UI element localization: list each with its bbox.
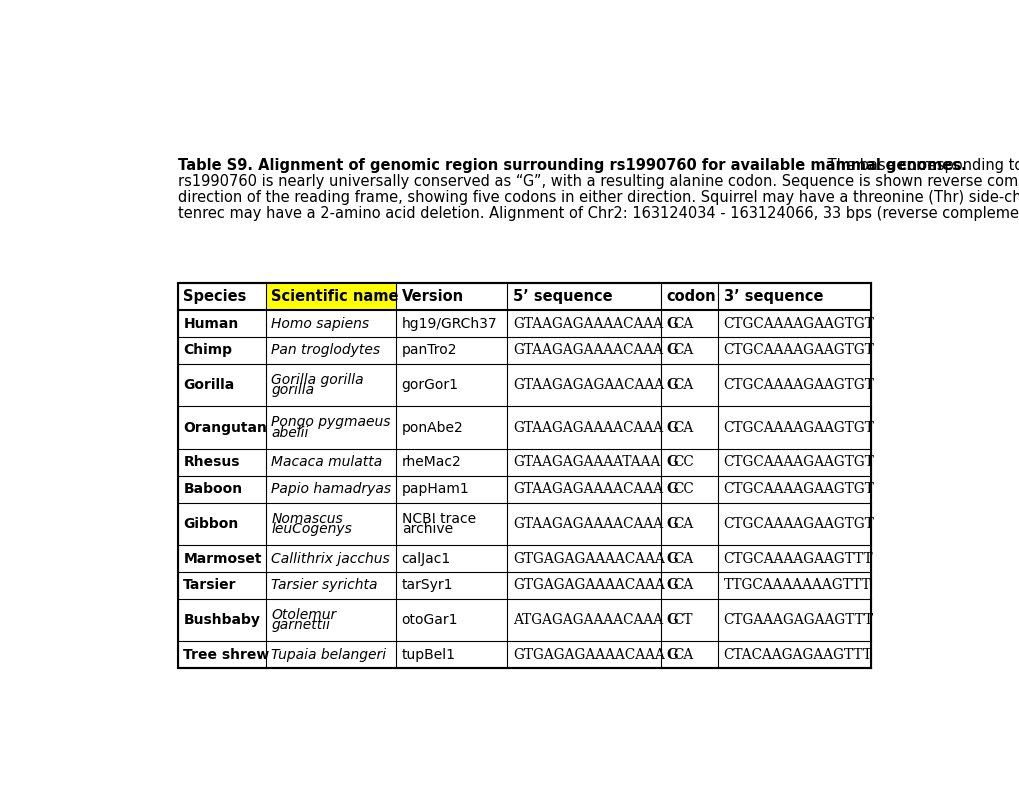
Text: CA: CA — [673, 421, 693, 435]
Text: gorilla: gorilla — [271, 384, 314, 397]
Text: ATGAGAGAAAACAAA: ATGAGAGAAAACAAA — [513, 613, 662, 627]
Text: G: G — [665, 421, 678, 435]
Text: tupBel1: tupBel1 — [401, 648, 455, 662]
Text: Scientific name: Scientific name — [271, 289, 398, 304]
Text: Homo sapiens: Homo sapiens — [271, 317, 369, 330]
Text: Species: Species — [183, 289, 247, 304]
Text: rheMac2: rheMac2 — [401, 455, 461, 470]
Text: CC: CC — [673, 482, 693, 496]
Text: CA: CA — [673, 517, 693, 531]
Text: CA: CA — [673, 317, 693, 330]
Text: direction of the reading frame, showing five codons in either direction. Squirre: direction of the reading frame, showing … — [177, 190, 1019, 205]
Text: GTGAGAGAAAACAAA: GTGAGAGAAAACAAA — [513, 552, 664, 566]
Text: GTAAGAGAAAATAAA: GTAAGAGAAAATAAA — [513, 455, 659, 470]
Text: hg19/GRCh37: hg19/GRCh37 — [401, 317, 497, 330]
Text: leuCogenys: leuCogenys — [271, 522, 352, 536]
Text: CTGCAAAAGAAGTGT: CTGCAAAAGAAGTGT — [722, 421, 873, 435]
Text: Tupaia belangeri: Tupaia belangeri — [271, 648, 386, 662]
Text: G: G — [665, 552, 678, 566]
Text: Nomascus: Nomascus — [271, 511, 342, 526]
Text: 5’ sequence: 5’ sequence — [513, 289, 611, 304]
Text: G: G — [665, 517, 678, 531]
Text: garnettii: garnettii — [271, 619, 330, 633]
Text: Tree shrew: Tree shrew — [183, 648, 269, 662]
Text: CA: CA — [673, 578, 693, 593]
Text: CTGCAAAAGAAGTTT: CTGCAAAAGAAGTTT — [722, 552, 872, 566]
Text: papHam1: papHam1 — [401, 482, 469, 496]
Text: Bushbaby: Bushbaby — [183, 613, 260, 627]
Text: calJac1: calJac1 — [401, 552, 450, 566]
Text: Human: Human — [183, 317, 238, 330]
Text: ponAbe2: ponAbe2 — [401, 421, 463, 435]
Text: CTGCAAAAGAAGTGT: CTGCAAAAGAAGTGT — [722, 517, 873, 531]
Text: CTGCAAAAGAAGTGT: CTGCAAAAGAAGTGT — [722, 344, 873, 358]
Text: archive: archive — [401, 522, 452, 536]
Text: abelii: abelii — [271, 426, 309, 440]
Text: NCBI trace: NCBI trace — [401, 511, 476, 526]
Text: Version: Version — [401, 289, 464, 304]
Text: G: G — [665, 344, 678, 358]
Text: GTGAGAGAAAACAAA: GTGAGAGAAAACAAA — [513, 578, 664, 593]
Text: The base corresponding to: The base corresponding to — [822, 158, 1019, 173]
Text: GTAAGAGAAAACAAA: GTAAGAGAAAACAAA — [513, 344, 662, 358]
Text: panTro2: panTro2 — [401, 344, 457, 358]
Text: CC: CC — [673, 455, 693, 470]
Text: codon: codon — [665, 289, 715, 304]
Text: Gorilla: Gorilla — [183, 378, 234, 392]
Text: Table S9. Alignment of genomic region surrounding rs1990760 for available mammal: Table S9. Alignment of genomic region su… — [177, 158, 966, 173]
Text: GTGAGAGAAAACAAA: GTGAGAGAAAACAAA — [513, 648, 664, 662]
Text: Macaca mulatta: Macaca mulatta — [271, 455, 382, 470]
Text: Marmoset: Marmoset — [183, 552, 262, 566]
Text: tarSyr1: tarSyr1 — [401, 578, 452, 593]
Text: rs1990760 is nearly universally conserved as “G”, with a resulting alanine codon: rs1990760 is nearly universally conserve… — [177, 174, 1019, 189]
Text: CT: CT — [673, 613, 692, 627]
Text: Baboon: Baboon — [183, 482, 243, 496]
Text: CTGCAAAAGAAGTGT: CTGCAAAAGAAGTGT — [722, 455, 873, 470]
Text: GTAAGAGAAAACAAA: GTAAGAGAAAACAAA — [513, 421, 662, 435]
Text: Orangutan: Orangutan — [183, 421, 267, 435]
Bar — [266, 283, 396, 310]
Text: CTGCAAAAGAAGTGT: CTGCAAAAGAAGTGT — [722, 378, 873, 392]
Text: CA: CA — [673, 552, 693, 566]
Text: G: G — [665, 648, 678, 662]
Text: GTAAGAGAAAACAAA: GTAAGAGAAAACAAA — [513, 482, 662, 496]
Text: Tarsier syrichta: Tarsier syrichta — [271, 578, 378, 593]
Text: tenrec may have a 2-amino acid deletion. Alignment of Chr2: 163124034 - 16312406: tenrec may have a 2-amino acid deletion.… — [177, 206, 1019, 221]
Text: Gibbon: Gibbon — [183, 517, 238, 531]
Text: otoGar1: otoGar1 — [401, 613, 458, 627]
Text: G: G — [665, 578, 678, 593]
Text: G: G — [665, 317, 678, 330]
Text: G: G — [665, 613, 678, 627]
Text: G: G — [665, 378, 678, 392]
Text: Gorilla gorilla: Gorilla gorilla — [271, 373, 364, 387]
Text: GTAAGAGAGAACAAA: GTAAGAGAGAACAAA — [513, 378, 663, 392]
Text: G: G — [665, 455, 678, 470]
Text: GTAAGAGAAAACAAA: GTAAGAGAAAACAAA — [513, 517, 662, 531]
Text: CTGCAAAAGAAGTGT: CTGCAAAAGAAGTGT — [722, 482, 873, 496]
Text: Rhesus: Rhesus — [183, 455, 239, 470]
Text: CTGAAAGAGAAGTTT: CTGAAAGAGAAGTTT — [722, 613, 873, 627]
Text: 3’ sequence: 3’ sequence — [722, 289, 822, 304]
Text: Chimp: Chimp — [183, 344, 232, 358]
Text: CTGCAAAAGAAGTGT: CTGCAAAAGAAGTGT — [722, 317, 873, 330]
Text: Otolemur: Otolemur — [271, 608, 336, 622]
Text: gorGor1: gorGor1 — [401, 378, 459, 392]
Text: Callithrix jacchus: Callithrix jacchus — [271, 552, 390, 566]
Text: CTACAAGAGAAGTTT: CTACAAGAGAAGTTT — [722, 648, 871, 662]
Text: CA: CA — [673, 378, 693, 392]
Text: TTGCAAAAAAAGTTT: TTGCAAAAAAAGTTT — [722, 578, 870, 593]
Bar — [177, 283, 870, 668]
Text: Pan troglodytes: Pan troglodytes — [271, 344, 380, 358]
Text: CA: CA — [673, 344, 693, 358]
Text: Papio hamadryas: Papio hamadryas — [271, 482, 391, 496]
Text: CA: CA — [673, 648, 693, 662]
Text: GTAAGAGAAAACAAA: GTAAGAGAAAACAAA — [513, 317, 662, 330]
Text: Pongo pygmaeus: Pongo pygmaeus — [271, 415, 390, 429]
Text: Tarsier: Tarsier — [183, 578, 236, 593]
Text: G: G — [665, 482, 678, 496]
